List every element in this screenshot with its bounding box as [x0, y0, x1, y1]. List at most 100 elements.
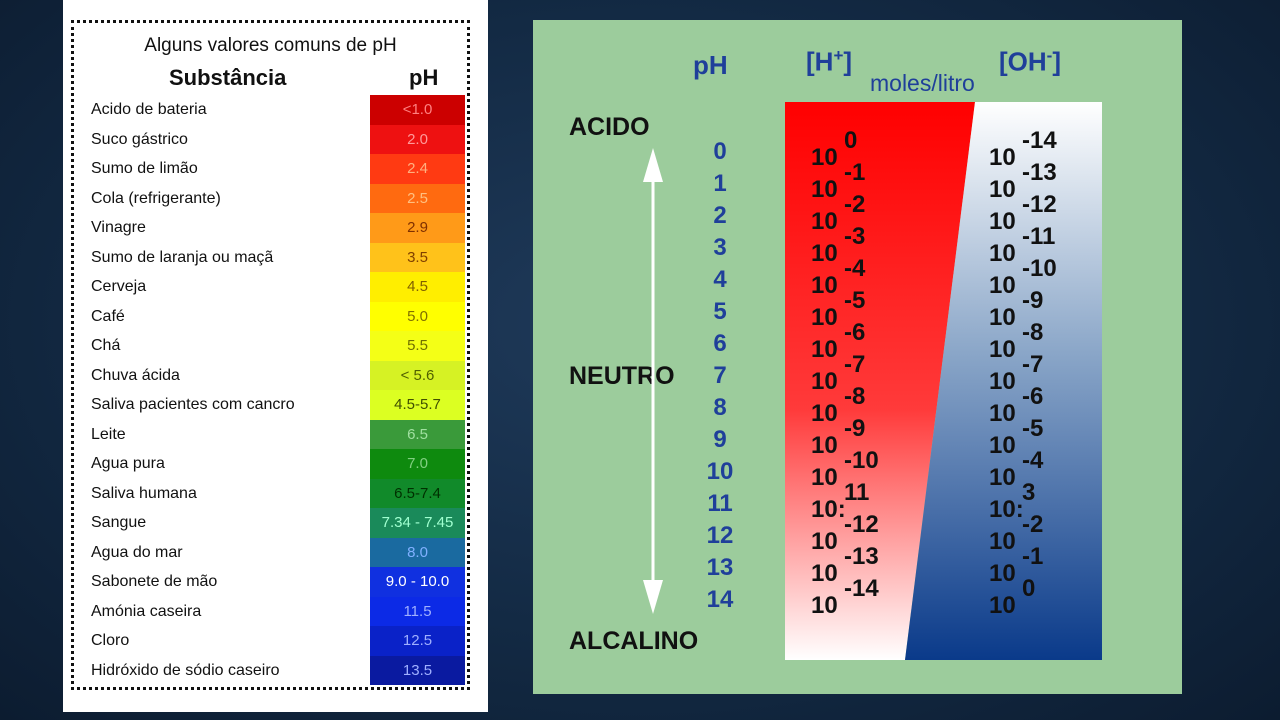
- h-base: 10: [811, 272, 838, 299]
- alkaline-label: ALCALINO: [569, 627, 699, 655]
- oh-concentration: 10 -8: [989, 319, 1043, 364]
- substance-name: Café: [91, 307, 125, 325]
- table-row: Sabonete de mão 9.0 - 10.0: [74, 567, 467, 597]
- ph-value-cell: 12.5: [370, 626, 465, 656]
- ph-value-cell: 5.0: [370, 301, 465, 331]
- substance-name: Acido de bateria: [91, 101, 207, 118]
- h-concentration: 10 0: [811, 127, 857, 172]
- oh-concentration: 10 -6: [989, 383, 1043, 428]
- h-base: 10: [811, 432, 838, 459]
- ph-value-cell: 5.5: [370, 331, 465, 361]
- substance-name: Sangue: [91, 514, 147, 531]
- down-arrow-icon: [643, 580, 663, 614]
- h-header-sup: +: [833, 46, 844, 65]
- h-concentration: 10 -7: [811, 351, 865, 396]
- h-exponent: 0: [844, 127, 858, 154]
- ph-value-cell: 11.5: [370, 596, 465, 626]
- units-label: moles/litro: [870, 70, 975, 96]
- ph-number: 12: [706, 522, 734, 549]
- oh-exponent: -10: [1022, 255, 1057, 282]
- oh-exponent: -2: [1022, 511, 1044, 538]
- table-row: Café 5.0: [74, 301, 467, 331]
- oh-concentration: 10 -4: [989, 447, 1043, 492]
- ph-value-cell: 2.9: [370, 213, 465, 243]
- ph-value-cell: 13.5: [370, 655, 465, 685]
- oh-base: 10: [989, 432, 1016, 459]
- oh-exponent: -13: [1022, 159, 1057, 186]
- table-row: Suco gástrico 2.0: [74, 124, 467, 154]
- h-base: 10: [811, 304, 838, 331]
- h-exponent: -13: [844, 543, 879, 570]
- table-row: Acido de bateria <1.0: [74, 95, 467, 125]
- substance-name: Agua pura: [91, 455, 165, 472]
- substance-name: Suco gástrico: [91, 130, 188, 148]
- ph-number: 0: [713, 138, 727, 165]
- oh-exponent: 0: [1022, 575, 1036, 602]
- table-row: Sumo de laranja ou maçã 3.5: [74, 242, 467, 272]
- table-row: Agua pura 7.0: [74, 449, 467, 479]
- ph-number: 7: [713, 362, 727, 389]
- h-base: 10: [811, 240, 838, 267]
- table-row: Cerveja 4.5: [74, 272, 467, 302]
- h-base: 10:: [811, 496, 846, 523]
- table-row: Chá 5.5: [74, 331, 467, 361]
- h-concentration: 10 -13: [811, 543, 879, 588]
- oh-concentration: 10 -14: [989, 127, 1057, 172]
- table-row: Sumo de limão 2.4: [74, 154, 467, 184]
- oh-concentration: 10 -11: [989, 223, 1055, 268]
- oh-header-text: [OH: [999, 46, 1047, 77]
- h-concentration: 10 -4: [811, 255, 865, 300]
- ph-value-cell: 8.0: [370, 537, 465, 567]
- h-concentration: 10 -14: [811, 575, 879, 620]
- oh-base: 10: [989, 272, 1016, 299]
- h-header-text: [H: [806, 46, 834, 77]
- oh-exponent: -8: [1022, 319, 1044, 346]
- oh-exponent: -5: [1022, 415, 1044, 442]
- oh-exponent: -1: [1022, 543, 1044, 570]
- table-row: Cloro 12.5: [74, 626, 467, 656]
- h-header-close: ]: [843, 46, 853, 77]
- substance-name: Leite: [91, 425, 126, 443]
- ph-value-cell: 6.5: [370, 419, 465, 449]
- oh-concentration: 10 -12: [989, 191, 1057, 236]
- table-row: Vinagre 2.9: [74, 213, 467, 243]
- h-base: 10: [811, 208, 838, 235]
- h-concentration: 10 -3: [811, 223, 865, 268]
- oh-base: 10: [989, 240, 1016, 267]
- oh-concentration: 10 -1: [989, 543, 1043, 588]
- oh-exponent: -4: [1022, 447, 1044, 474]
- ph-value-cell: 3.5: [370, 242, 465, 272]
- ph-value-cell: 4.5: [370, 272, 465, 302]
- oh-concentration: 10 -7: [989, 351, 1043, 396]
- substance-name: Sumo de laranja ou maçã: [91, 248, 274, 266]
- table-row: Leite 6.5: [74, 419, 467, 449]
- h-concentration: 10: 11: [811, 479, 869, 524]
- ph-value-cell: 2.5: [370, 183, 465, 213]
- h-exponent: -5: [844, 287, 866, 314]
- table-row: Amónia caseira 11.5: [74, 596, 467, 626]
- h-concentration: 10 -2: [811, 191, 865, 236]
- table-row: Cola (refrigerante) 2.5: [74, 183, 467, 213]
- h-concentration: 10 -9: [811, 415, 865, 460]
- ph-table-frame: Alguns valores comuns de pH Substância p…: [71, 20, 470, 690]
- ph-number: 11: [707, 490, 733, 517]
- up-arrow-icon: [643, 148, 663, 182]
- oh-concentration: 10: 3: [989, 479, 1035, 524]
- h-concentration-header: [H+]: [806, 46, 852, 78]
- oh-base: 10: [989, 528, 1016, 555]
- table-row: Agua do mar 8.0: [74, 537, 467, 567]
- h-base: 10: [811, 368, 838, 395]
- substance-name: Agua do mar: [91, 543, 183, 561]
- substance-name: Sabonete de mão: [91, 573, 218, 590]
- h-base: 10: [811, 528, 838, 555]
- oh-base: 10: [989, 336, 1016, 363]
- oh-concentration: 10 -2: [989, 511, 1043, 556]
- ph-number: 9: [713, 426, 727, 453]
- h-exponent: -3: [844, 223, 866, 250]
- ph-value-cell: <1.0: [370, 95, 465, 125]
- table-row: Chuva ácida < 5.6: [74, 360, 467, 390]
- substance-name: Cerveja: [91, 278, 147, 295]
- ph-number: 5: [713, 298, 727, 325]
- oh-base: 10:: [989, 496, 1024, 523]
- base-gradient-band: [905, 102, 1102, 660]
